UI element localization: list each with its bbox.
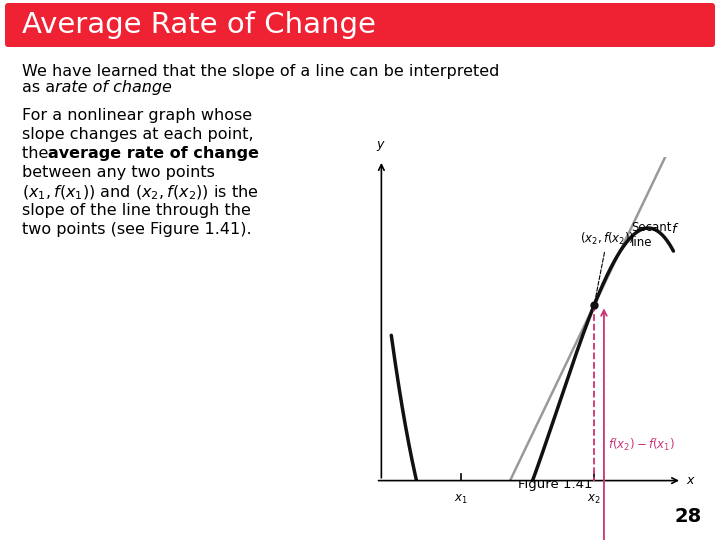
Text: as a: as a [22, 80, 60, 95]
Text: $y$: $y$ [377, 139, 387, 153]
Text: rate of change: rate of change [55, 80, 172, 95]
FancyBboxPatch shape [5, 3, 715, 47]
Text: For a nonlinear graph whose: For a nonlinear graph whose [22, 108, 252, 123]
Text: average rate of change: average rate of change [48, 146, 259, 161]
Text: Figure 1.41: Figure 1.41 [518, 478, 593, 491]
Text: Average Rate of Change: Average Rate of Change [22, 11, 376, 39]
Text: $(x_1, f(x_1))$ and $(x_2, f(x_2))$ is the: $(x_1, f(x_1))$ and $(x_2, f(x_2))$ is t… [22, 184, 258, 202]
Text: 28: 28 [675, 507, 702, 526]
Text: $x_2$: $x_2$ [588, 493, 601, 506]
Text: Secant
line: Secant line [631, 220, 671, 248]
Text: slope of the line through the: slope of the line through the [22, 203, 251, 218]
Text: $f(x_2)-f(x_1)$: $f(x_2)-f(x_1)$ [608, 436, 675, 453]
Text: the: the [22, 146, 53, 161]
Text: slope changes at each point,: slope changes at each point, [22, 127, 253, 142]
Text: $(x_1, f(x_1))$: $(x_1, f(x_1))$ [0, 539, 1, 540]
Text: two points (see Figure 1.41).: two points (see Figure 1.41). [22, 222, 251, 237]
Text: We have learned that the slope of a line can be interpreted: We have learned that the slope of a line… [22, 64, 500, 79]
Text: $x$: $x$ [686, 474, 696, 487]
Text: $f$: $f$ [670, 222, 679, 237]
Text: .: . [142, 80, 147, 95]
Text: between any two points: between any two points [22, 165, 215, 180]
Text: $x_1$: $x_1$ [454, 493, 468, 506]
Text: $(x_2, f(x_2))$: $(x_2, f(x_2))$ [580, 231, 634, 303]
